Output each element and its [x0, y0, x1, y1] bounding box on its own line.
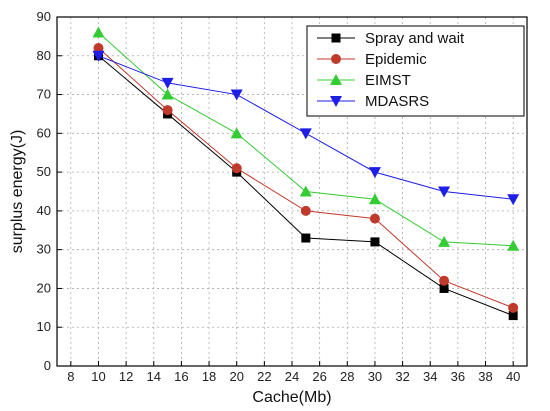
x-tick-label: 16 — [174, 369, 188, 384]
y-tick-label: 30 — [37, 242, 51, 257]
series-epidemic — [93, 43, 519, 313]
data-point — [438, 186, 451, 198]
x-tick-label: 38 — [478, 369, 492, 384]
data-point — [231, 163, 242, 174]
x-tick-label: 32 — [395, 369, 409, 384]
x-tick-label: 22 — [257, 369, 271, 384]
x-tick-label: 30 — [368, 369, 382, 384]
x-tick-label: 18 — [202, 369, 216, 384]
legend: Spray and wait Epidemic EIMST MDASRS — [306, 25, 525, 117]
x-tick-label: 40 — [506, 369, 520, 384]
x-tick-label: 20 — [229, 369, 243, 384]
y-tick-label: 10 — [37, 319, 51, 334]
legend-marker — [330, 74, 342, 85]
series-layer — [92, 26, 520, 321]
series-eimst — [92, 26, 520, 251]
data-point — [439, 283, 449, 293]
series-mdasrs — [92, 50, 520, 206]
x-tick-label: 28 — [340, 369, 354, 384]
legend-label: MDASRS — [365, 93, 429, 110]
legend-marker — [331, 33, 341, 43]
data-point — [508, 302, 519, 313]
legend-marker — [331, 54, 341, 64]
legend-marker — [330, 96, 342, 107]
legend-item: Epidemic — [317, 51, 427, 68]
data-point — [299, 128, 312, 140]
data-point — [162, 105, 173, 116]
data-point — [438, 235, 451, 247]
x-axis-label: Cache(Mb) — [252, 389, 331, 406]
data-point — [508, 311, 518, 321]
data-point — [230, 127, 243, 139]
data-point — [93, 43, 104, 54]
data-point — [301, 233, 311, 243]
y-tick-label: 0 — [44, 358, 51, 373]
y-tick-label: 50 — [37, 164, 51, 179]
data-point — [369, 213, 380, 224]
axes: 8 10 12 14 16 18 20 22 24 26 28 30 32 34 36 38 40 0 10 20 30… — [37, 9, 528, 384]
data-point — [299, 185, 312, 197]
y-tick-label: 40 — [37, 203, 51, 218]
x-tick-label: 8 — [67, 369, 74, 384]
data-point — [92, 26, 105, 38]
data-point — [507, 194, 520, 206]
data-point — [507, 239, 520, 251]
data-point — [300, 205, 311, 216]
y-tick-label: 90 — [37, 9, 51, 24]
legend-item: MDASRS — [317, 93, 429, 110]
legend-label: EIMST — [365, 72, 411, 89]
x-tick-label: 26 — [312, 369, 326, 384]
x-tick-label: 34 — [423, 369, 437, 384]
x-tick-label: 24 — [285, 369, 299, 384]
y-tick-label: 80 — [37, 48, 51, 63]
x-tick-label: 10 — [91, 369, 105, 384]
y-tick-label: 70 — [37, 87, 51, 102]
legend-item: Spray and wait — [317, 30, 465, 47]
data-point — [368, 193, 381, 205]
y-tick-label: 20 — [37, 280, 51, 295]
data-point — [161, 88, 174, 100]
data-point — [161, 77, 174, 89]
data-point — [439, 275, 450, 286]
y-tick-label: 60 — [37, 125, 51, 140]
data-point — [368, 167, 381, 179]
data-point — [370, 237, 380, 247]
data-point — [230, 89, 243, 101]
x-tick-label: 12 — [119, 369, 133, 384]
legend-label: Epidemic — [365, 51, 427, 68]
y-axis-label: surplus energy(J) — [9, 130, 26, 254]
data-point — [92, 50, 105, 62]
legend-label: Spray and wait — [365, 30, 465, 47]
x-tick-label: 36 — [451, 369, 465, 384]
legend-item: EIMST — [317, 72, 411, 89]
x-tick-label: 14 — [147, 369, 161, 384]
